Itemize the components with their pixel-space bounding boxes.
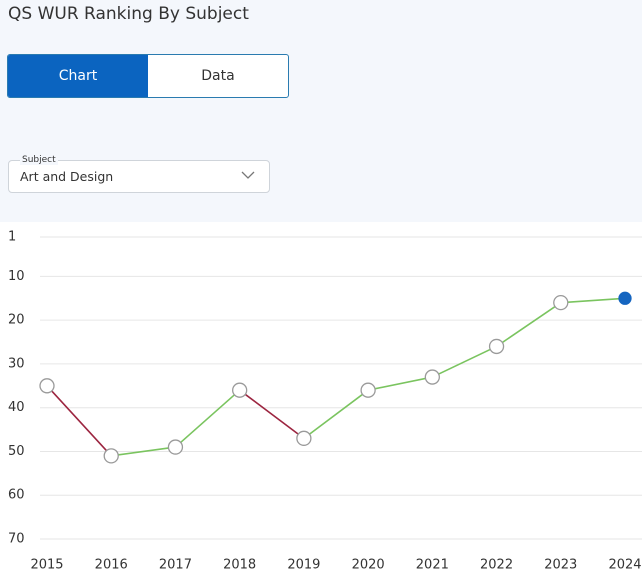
x-tick-label: 2020 — [352, 558, 385, 573]
data-point — [39, 378, 55, 394]
x-tick-label: 2016 — [95, 558, 128, 573]
x-tick-label: 2017 — [159, 558, 192, 573]
line-segment — [496, 301, 562, 348]
y-tick-label: 30 — [8, 356, 25, 371]
data-point — [424, 369, 440, 385]
dropdown-label: Subject — [20, 155, 58, 165]
y-tick-label: 50 — [8, 444, 25, 459]
header-panel: QS WUR Ranking By Subject Chart Data Sub… — [0, 0, 642, 222]
dropdown-arrow — [241, 171, 255, 179]
x-tick-label: 2021 — [416, 558, 449, 573]
data-point — [232, 382, 248, 398]
x-tick-label: 2019 — [287, 558, 320, 573]
y-tick-label: 20 — [8, 313, 25, 328]
line-segment — [111, 446, 176, 457]
data-point — [103, 448, 119, 464]
data-point — [553, 295, 569, 311]
dropdown-value: Art and Design — [20, 169, 114, 184]
tab[interactable]: Chart — [8, 55, 148, 97]
y-tick-label: 40 — [8, 400, 25, 415]
x-tick-label: 2023 — [544, 558, 577, 573]
x-tick-label: 2018 — [223, 558, 256, 573]
x-tick-label: 2022 — [480, 558, 513, 573]
y-tick-label: 1 — [8, 230, 16, 245]
line-segment — [174, 389, 241, 448]
line-segment — [367, 376, 433, 391]
tab-bar: Chart Data — [7, 54, 289, 98]
line-segment — [560, 297, 626, 304]
subject-dropdown[interactable]: Subject Art and Design — [8, 155, 270, 193]
data-point — [360, 382, 376, 398]
chart: 1 10 20 30 40 50 60 70 2015 2016 2017 2018 2019 2020 2… — [8, 230, 642, 573]
x-tick-label: 2015 — [30, 558, 63, 573]
line-segment — [239, 389, 305, 439]
line-segment — [46, 385, 112, 457]
x-tick-label: 2024 — [608, 558, 641, 573]
data-point — [296, 430, 312, 446]
line-segment — [431, 345, 497, 378]
y-tick-label: 70 — [8, 532, 25, 547]
line-segment — [303, 389, 369, 439]
page-title: QS WUR Ranking By Subject — [8, 4, 249, 24]
y-tick-label: 60 — [8, 488, 25, 503]
y-tick-label: 10 — [8, 269, 25, 284]
tab[interactable]: Data — [201, 68, 235, 84]
data-point — [618, 291, 632, 305]
data-point — [167, 439, 184, 455]
data-point — [488, 338, 505, 355]
